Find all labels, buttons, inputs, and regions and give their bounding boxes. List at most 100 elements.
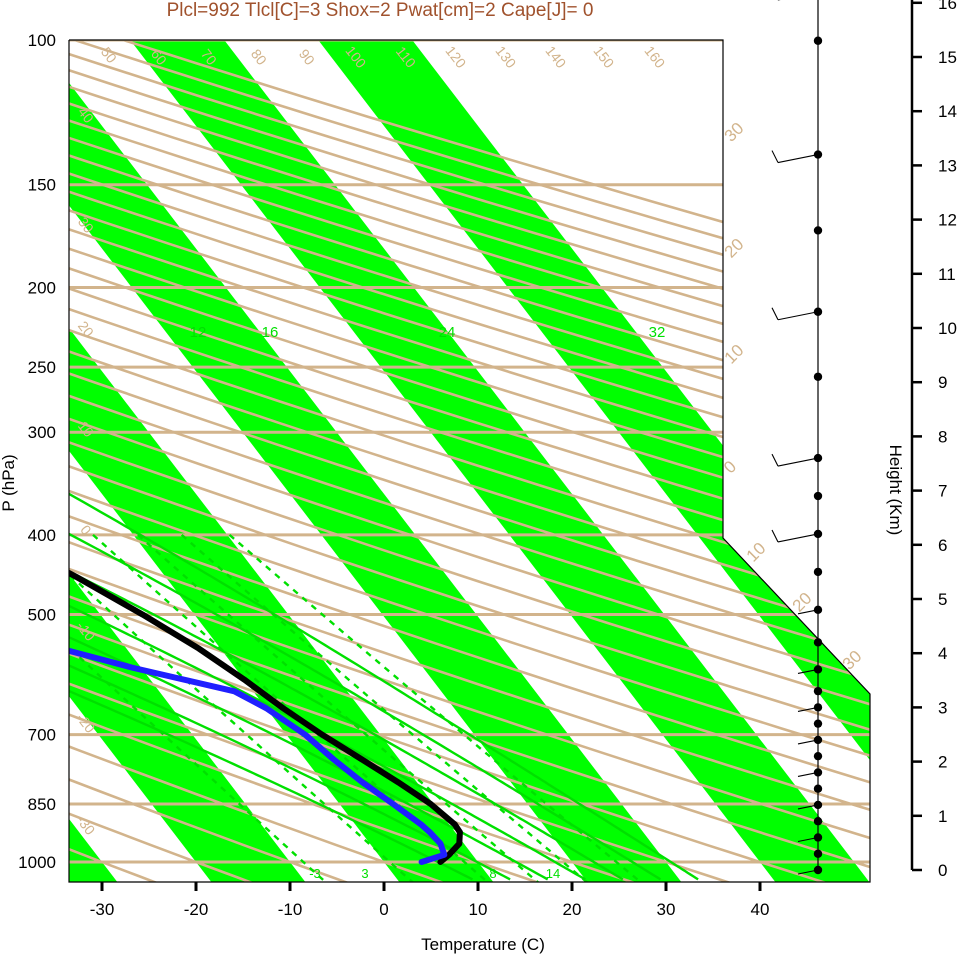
height-tick-label: 5 <box>938 590 947 609</box>
wind-dot <box>813 226 823 235</box>
wind-dot <box>813 849 823 858</box>
moist-adiabat <box>69 286 699 881</box>
dry-adiabat <box>69 40 870 882</box>
y-tick-label: 1000 <box>18 853 56 872</box>
wind-dot <box>813 751 823 761</box>
height-tick-label: 2 <box>938 753 947 772</box>
height-tick-label: 14 <box>938 102 957 121</box>
dry-adiabat-label: 90 <box>296 46 318 68</box>
dry-adiabat <box>69 40 870 882</box>
moist-adiabat <box>69 286 624 881</box>
height-tick-label: 16 <box>938 0 957 13</box>
sounding-profiles <box>69 40 463 865</box>
moist-adiabat <box>69 286 511 881</box>
wind-barb-flag <box>771 307 779 320</box>
dry-adiabat <box>69 40 482 882</box>
y-tick-label: 300 <box>28 423 56 442</box>
height-tick-label: 6 <box>938 536 947 555</box>
dry-adiabat <box>69 40 870 882</box>
dry-adiabat <box>69 40 870 882</box>
height-tick-label: 11 <box>938 265 956 284</box>
dry-adiabat-label: 160 <box>641 43 668 71</box>
wind-barb <box>777 311 819 321</box>
wind-dot <box>813 638 823 647</box>
dry-adiabat <box>69 40 870 882</box>
x-tick-label: 30 <box>657 900 676 919</box>
height-tick-label: 10 <box>938 319 957 338</box>
wind-profile <box>771 0 823 875</box>
y-tick-label: 700 <box>28 726 56 745</box>
dry-adiabat-label: 130 <box>492 43 519 71</box>
wind-barb <box>797 771 819 777</box>
wind-dot <box>813 784 823 793</box>
x-axis-label: Temperature (C) <box>421 935 545 954</box>
moist-adiabat-label: 16 <box>262 324 279 341</box>
height-tick-label: 9 <box>938 373 947 392</box>
x-tick-label: -30 <box>90 900 115 919</box>
mixing-ratio-line <box>92 534 505 882</box>
moist-adiabat-label: 32 <box>649 324 666 341</box>
x-tick-label: 10 <box>469 900 488 919</box>
dry-adiabat <box>69 40 870 882</box>
x-tick-label: -20 <box>184 900 209 919</box>
dry-adiabat <box>69 40 870 882</box>
wind-barb <box>797 869 819 875</box>
plot-frame <box>68 39 871 883</box>
mixing-ratio-line <box>228 533 659 882</box>
height-axis-label: Height (Km) <box>886 445 905 536</box>
x-tick-label: 40 <box>751 900 770 919</box>
dry-adiabat <box>69 40 870 882</box>
band-shading <box>69 40 870 882</box>
dry-adiabat <box>69 40 870 882</box>
isotherm-label: 10 <box>721 341 748 368</box>
mixing-ratio-label: -3 <box>309 866 321 881</box>
dry-adiabat <box>69 40 870 882</box>
y-axis: 100 150 200 250 300 400 500 700 850 1000 <box>18 31 56 872</box>
dry-adiabat <box>69 40 870 882</box>
mixing-ratio-line <box>69 534 430 882</box>
wind-dot <box>813 817 823 826</box>
wind-barb-flag <box>771 529 779 543</box>
height-tick-label: 15 <box>938 48 957 67</box>
chart-title: Plcl=992 Tlcl[C]=3 Shox=2 Pwat[cm]=2 Cap… <box>167 0 594 21</box>
dewpoint-line <box>69 40 448 865</box>
x-tick-label: 0 <box>379 900 388 919</box>
y-tick-label: 250 <box>28 358 56 377</box>
y-tick-label: 100 <box>28 31 56 50</box>
wind-barb <box>797 706 819 712</box>
height-tick-label: 0 <box>938 861 947 880</box>
moist-adiabat <box>69 286 549 881</box>
height-tick-label: 1 <box>938 807 947 826</box>
wind-barb <box>797 836 819 843</box>
wind-barb <box>797 804 819 810</box>
y-tick-label: 850 <box>28 795 56 814</box>
moist-adiabat-label: 24 <box>439 324 456 341</box>
y-axis-label: P (hPa) <box>0 454 18 511</box>
isotherm-label: 20 <box>721 235 748 262</box>
dry-adiabat-label: 80 <box>248 46 270 68</box>
y-tick-label: 400 <box>28 526 56 545</box>
wind-dot <box>813 686 823 696</box>
moist-adiabat-label: 12 <box>190 324 207 341</box>
wind-barb <box>797 739 819 745</box>
dry-adiabat <box>69 40 870 882</box>
mixing-ratio-line <box>180 533 605 882</box>
dry-adiabat <box>69 40 870 882</box>
dry-adiabat <box>69 40 868 882</box>
dry-adiabat-label: 120 <box>442 43 469 71</box>
wind-barb-flag <box>771 453 779 467</box>
y-tick-label: 150 <box>28 176 56 195</box>
dry-adiabat <box>69 40 870 882</box>
wind-barb <box>777 457 819 467</box>
dry-adiabat-label: 20 <box>75 318 97 340</box>
dry-adiabat <box>69 40 870 882</box>
dry-adiabat <box>69 40 870 882</box>
x-axis: -30 -20 -10 0 10 20 30 40 <box>90 882 770 919</box>
dry-adiabat-label: 50 <box>98 44 120 66</box>
wind-dot <box>813 567 823 577</box>
mixing-ratio-label: 14 <box>546 866 560 881</box>
temperature-line <box>69 40 463 865</box>
height-tick-label: 12 <box>938 211 957 230</box>
moist-adiabat <box>69 286 662 881</box>
